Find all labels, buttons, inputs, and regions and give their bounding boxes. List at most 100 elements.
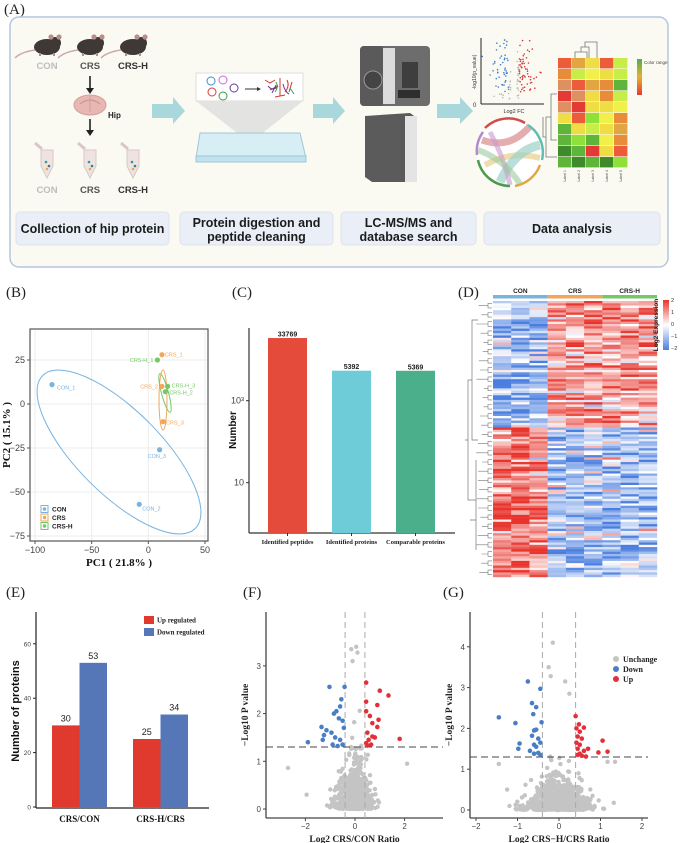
heatmap-cell [493, 416, 512, 419]
heatmap-cell [529, 459, 548, 463]
heatmap-cell [584, 321, 603, 325]
mini-volcano-point [503, 58, 506, 61]
mini-volcano-point [519, 44, 521, 47]
heatmap-cell [565, 349, 585, 352]
heatmap-cell [584, 351, 603, 355]
heatmap-cell [493, 376, 512, 380]
y-tick-label: 0 [461, 806, 466, 815]
mini-heatmap-cell [558, 157, 572, 168]
heatmap-cell [602, 413, 621, 417]
heatmap-cell [529, 402, 548, 405]
heatmap-cell [602, 342, 621, 345]
heatmap-cell [584, 326, 603, 329]
heatmap-cell [602, 482, 621, 486]
heatmap-cell [547, 429, 567, 433]
heatmap-cell [493, 487, 512, 490]
heatmap-cell [493, 427, 512, 430]
heatmap-cell [511, 317, 530, 320]
mini-heatmap-cell [558, 135, 572, 146]
mini-volcano-xlabel: Log2 FC [503, 109, 524, 115]
heatmap-cell [511, 489, 530, 493]
heatmap-cell [638, 498, 658, 502]
heatmap-cell [565, 482, 585, 486]
heatmap-cell [529, 411, 548, 414]
heatmap-cell [638, 512, 658, 516]
down-regulated-point [529, 733, 535, 739]
up-regulated-point [575, 752, 580, 758]
heatmap-cell [620, 565, 639, 568]
heatmap-cell [529, 425, 548, 428]
heatmap-cell [602, 344, 621, 348]
heatmap-cell [547, 395, 567, 398]
mini-volcano-point [496, 68, 499, 71]
heatmap-cell [493, 510, 512, 513]
mini-heatmap-cell [586, 80, 600, 91]
heatmap-cell [584, 356, 603, 359]
heatmap-cell [547, 307, 567, 311]
unchanged-point [563, 679, 568, 684]
heatmap-cell [565, 528, 585, 532]
heatmap-cell [565, 305, 585, 309]
heatmap-cell [493, 360, 512, 364]
heatmap-cell [511, 482, 530, 486]
x-tick-label: −100 [25, 545, 45, 555]
heatmap-cell [493, 321, 512, 325]
mini-heatmap-cell [600, 102, 614, 113]
unchanged-point [343, 790, 349, 795]
up-regulated-point [600, 738, 605, 743]
heatmap-cell [511, 314, 530, 318]
mini-heatmap-color-bar [637, 59, 642, 95]
heatmap-cell [638, 413, 658, 417]
y-tick-label: −25 [10, 443, 25, 453]
heatmap-cell [602, 487, 621, 490]
tube-label-crs-h: CRS-H [118, 185, 148, 196]
heatmap-cell [547, 445, 567, 449]
up-regulated-point [585, 746, 591, 752]
unchanged-point [355, 783, 361, 788]
heatmap-cell [602, 535, 621, 539]
heatmap-cell [529, 466, 548, 470]
heatmap-cell [493, 411, 512, 414]
heatmap-cell [565, 390, 585, 394]
heatmap-cell [584, 310, 603, 313]
heatmap-cell [638, 480, 658, 483]
heatmap-cell [602, 521, 621, 525]
mini-volcano-point [505, 70, 508, 72]
heatmap-cell [620, 482, 639, 486]
mini-volcano-point [516, 78, 519, 81]
mini-volcano-point [504, 47, 506, 49]
panel-label-g: (G) [443, 585, 464, 601]
mini-volcano-point [508, 97, 511, 100]
heatmap-cell [547, 416, 567, 419]
heatmap-cell [493, 457, 512, 460]
workflow-step-box [483, 211, 661, 246]
heatmap-cell [493, 393, 512, 396]
heatmap-cell [565, 517, 585, 520]
unchanged-point [546, 797, 551, 802]
heatmap-cell [511, 441, 530, 444]
heatmap-cell [565, 501, 585, 504]
heatmap-cell [584, 544, 603, 548]
heatmap-cell [547, 496, 567, 499]
heatmap-cell [547, 533, 567, 536]
heatmap-cell [493, 526, 512, 529]
down-regulated-point [538, 752, 543, 758]
heatmap-cell [493, 443, 512, 447]
heatmap-cell [565, 333, 585, 336]
heatmap-cell [511, 457, 530, 460]
heatmap-cell [638, 439, 658, 442]
heatmap-cell [529, 439, 548, 442]
heatmap-cell [565, 425, 585, 428]
unchanged-point [336, 805, 341, 810]
heatmap-cell [547, 319, 567, 322]
heatmap-cell [638, 464, 658, 467]
heatmap-cell [638, 317, 658, 320]
heatmap-cell [638, 459, 658, 463]
mini-volcano-point [531, 48, 534, 50]
heatmap-cell [565, 510, 585, 513]
heatmap-cell [638, 558, 658, 562]
heatmap-cell [584, 303, 603, 306]
legend-label: CRS-H [52, 524, 73, 531]
heatmap-cell [565, 397, 585, 401]
heatmap-cell [584, 466, 603, 470]
